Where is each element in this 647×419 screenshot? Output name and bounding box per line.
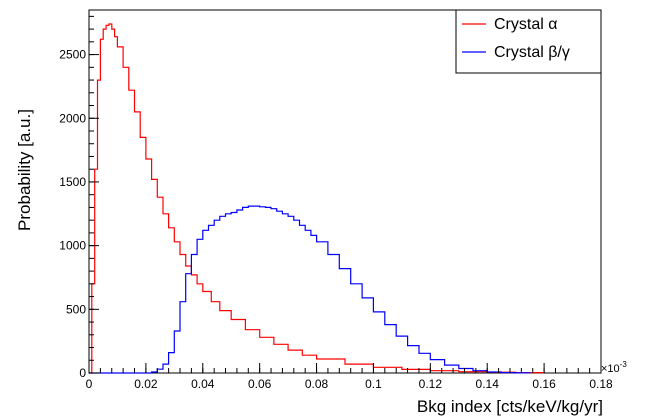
plot-frame — [88, 9, 602, 374]
x-tick-label: 0.16 — [532, 377, 556, 391]
y-tick-label: 1500 — [59, 175, 86, 189]
legend-box — [455, 9, 602, 74]
legend-label: Crystal β/γ — [494, 44, 570, 61]
x-tick-label: 0.08 — [305, 377, 329, 391]
y-tick-label: 2500 — [59, 48, 86, 62]
series-layer — [89, 23, 545, 374]
legend: Crystal α Crystal β/γ — [455, 9, 602, 74]
plot-area-border — [88, 9, 602, 374]
x-tick-label: 0.1 — [365, 377, 382, 391]
x-tick-label: 0.14 — [476, 377, 500, 391]
y-axis-title: Probability [a.u.] — [15, 109, 34, 231]
y-tick-label: 500 — [66, 302, 86, 316]
x-tick-label: 0 — [86, 377, 93, 391]
x-axis-title: Bkg index [cts/keV/kg/yr] — [417, 397, 603, 416]
x-tick-label: 0.02 — [134, 377, 158, 391]
series-line-crystal-beta-gamma — [89, 205, 531, 374]
x-tick-label: 0.18 — [589, 377, 613, 391]
x-exponent-label: ×10-3 — [601, 360, 627, 375]
series-line-crystal-alpha — [89, 23, 545, 374]
x-tick-label: 0.04 — [191, 377, 215, 391]
x-tick-label: 0.12 — [419, 377, 443, 391]
y-tick-label: 2000 — [59, 111, 86, 125]
y-tick-label: 0 — [79, 366, 86, 380]
x-tick-label: 0.06 — [248, 377, 272, 391]
legend-label: Crystal α — [494, 16, 557, 33]
axis-layer: 0 0.02 0.04 0.06 0.08 0.1 0.12 0.14 0.16 0.18 0 500… — [59, 15, 613, 391]
y-tick-label: 1000 — [59, 239, 86, 253]
